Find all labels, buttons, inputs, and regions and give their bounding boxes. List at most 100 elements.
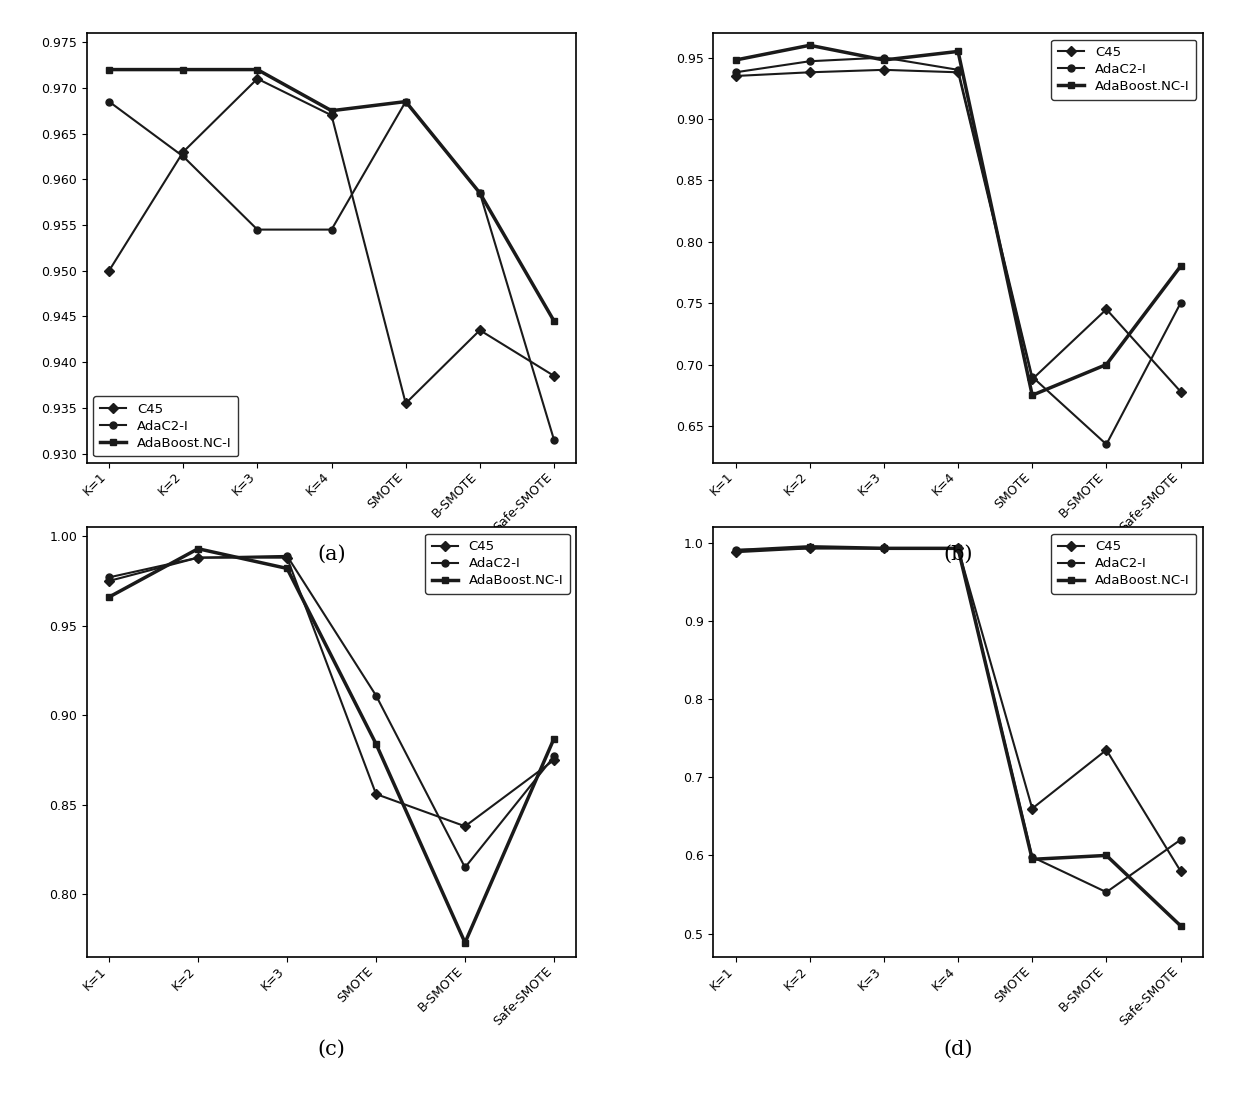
AdaBoost.NC-I: [1173, 260, 1188, 273]
AdaC2-I: [728, 66, 743, 79]
AdaC2-I: [324, 223, 339, 236]
AdaC2-I: [1173, 833, 1188, 846]
AdaBoost.NC-I: [802, 540, 817, 553]
AdaC2-I: [951, 63, 966, 76]
Legend: C45, AdaC2-I, AdaBoost.NC-I: C45, AdaC2-I, AdaBoost.NC-I: [425, 534, 569, 594]
AdaBoost.NC-I: [877, 541, 892, 554]
AdaBoost.NC-I: [1024, 852, 1039, 866]
AdaC2-I: [458, 861, 472, 875]
C45: [1099, 302, 1114, 316]
AdaBoost.NC-I: [877, 54, 892, 67]
C45: [951, 66, 966, 79]
AdaBoost.NC-I: [1173, 920, 1188, 933]
AdaBoost.NC-I: [951, 45, 966, 58]
AdaBoost.NC-I: [1099, 358, 1114, 371]
AdaC2-I: [951, 541, 966, 554]
Line: AdaC2-I: AdaC2-I: [105, 98, 558, 443]
AdaBoost.NC-I: [324, 104, 339, 118]
C45: [877, 541, 892, 554]
AdaC2-I: [176, 150, 191, 163]
C45: [472, 323, 487, 337]
Line: C45: C45: [105, 554, 558, 829]
AdaBoost.NC-I: [458, 936, 472, 949]
AdaC2-I: [728, 543, 743, 557]
Line: AdaBoost.NC-I: AdaBoost.NC-I: [105, 66, 558, 324]
AdaBoost.NC-I: [398, 95, 413, 108]
AdaC2-I: [877, 51, 892, 64]
AdaC2-I: [547, 750, 562, 763]
Text: (b): (b): [944, 546, 973, 564]
AdaC2-I: [1099, 886, 1114, 899]
AdaBoost.NC-I: [547, 315, 562, 328]
AdaBoost.NC-I: [1024, 388, 1039, 401]
AdaC2-I: [398, 95, 413, 108]
Line: C45: C45: [732, 66, 1184, 395]
C45: [1024, 373, 1039, 386]
C45: [279, 551, 294, 564]
AdaC2-I: [102, 571, 117, 584]
C45: [547, 370, 562, 383]
C45: [102, 574, 117, 587]
AdaBoost.NC-I: [728, 54, 743, 67]
AdaC2-I: [250, 223, 265, 236]
AdaBoost.NC-I: [191, 542, 206, 556]
AdaC2-I: [102, 95, 117, 108]
AdaC2-I: [802, 55, 817, 68]
AdaBoost.NC-I: [102, 63, 117, 76]
Line: AdaBoost.NC-I: AdaBoost.NC-I: [732, 543, 1184, 930]
AdaC2-I: [547, 433, 562, 447]
C45: [951, 541, 966, 554]
Line: C45: C45: [732, 544, 1184, 874]
C45: [728, 69, 743, 82]
AdaBoost.NC-I: [472, 186, 487, 199]
Legend: C45, AdaC2-I, AdaBoost.NC-I: C45, AdaC2-I, AdaBoost.NC-I: [1052, 40, 1197, 100]
Text: (c): (c): [317, 1040, 346, 1058]
AdaBoost.NC-I: [176, 63, 191, 76]
C45: [1173, 865, 1188, 878]
AdaBoost.NC-I: [1099, 849, 1114, 862]
Text: (a): (a): [317, 546, 346, 564]
C45: [250, 73, 265, 86]
AdaC2-I: [802, 541, 817, 554]
AdaC2-I: [1099, 438, 1114, 451]
Line: C45: C45: [105, 75, 558, 407]
C45: [802, 66, 817, 79]
C45: [398, 397, 413, 410]
AdaBoost.NC-I: [368, 737, 383, 750]
C45: [191, 551, 206, 564]
C45: [1099, 744, 1114, 757]
AdaBoost.NC-I: [102, 591, 117, 604]
C45: [368, 788, 383, 801]
Legend: C45, AdaC2-I, AdaBoost.NC-I: C45, AdaC2-I, AdaBoost.NC-I: [93, 396, 238, 456]
C45: [877, 63, 892, 76]
C45: [1173, 385, 1188, 398]
AdaBoost.NC-I: [802, 39, 817, 52]
C45: [728, 546, 743, 559]
AdaC2-I: [1024, 371, 1039, 384]
Line: AdaBoost.NC-I: AdaBoost.NC-I: [105, 546, 558, 946]
AdaC2-I: [191, 551, 206, 564]
C45: [176, 145, 191, 158]
AdaBoost.NC-I: [547, 732, 562, 745]
AdaBoost.NC-I: [279, 562, 294, 575]
AdaC2-I: [368, 689, 383, 702]
C45: [324, 109, 339, 122]
AdaBoost.NC-I: [951, 541, 966, 554]
C45: [458, 820, 472, 833]
AdaBoost.NC-I: [728, 544, 743, 558]
AdaC2-I: [472, 186, 487, 199]
Line: AdaC2-I: AdaC2-I: [105, 552, 558, 871]
AdaC2-I: [1173, 297, 1188, 310]
Line: AdaBoost.NC-I: AdaBoost.NC-I: [732, 42, 1184, 398]
C45: [547, 754, 562, 767]
AdaBoost.NC-I: [250, 63, 265, 76]
AdaC2-I: [1024, 850, 1039, 864]
Legend: C45, AdaC2-I, AdaBoost.NC-I: C45, AdaC2-I, AdaBoost.NC-I: [1052, 534, 1197, 594]
Line: AdaC2-I: AdaC2-I: [732, 54, 1184, 448]
C45: [802, 541, 817, 554]
C45: [1024, 802, 1039, 815]
C45: [102, 264, 117, 277]
Text: (d): (d): [944, 1040, 973, 1058]
Line: AdaC2-I: AdaC2-I: [732, 544, 1184, 895]
AdaC2-I: [877, 541, 892, 554]
